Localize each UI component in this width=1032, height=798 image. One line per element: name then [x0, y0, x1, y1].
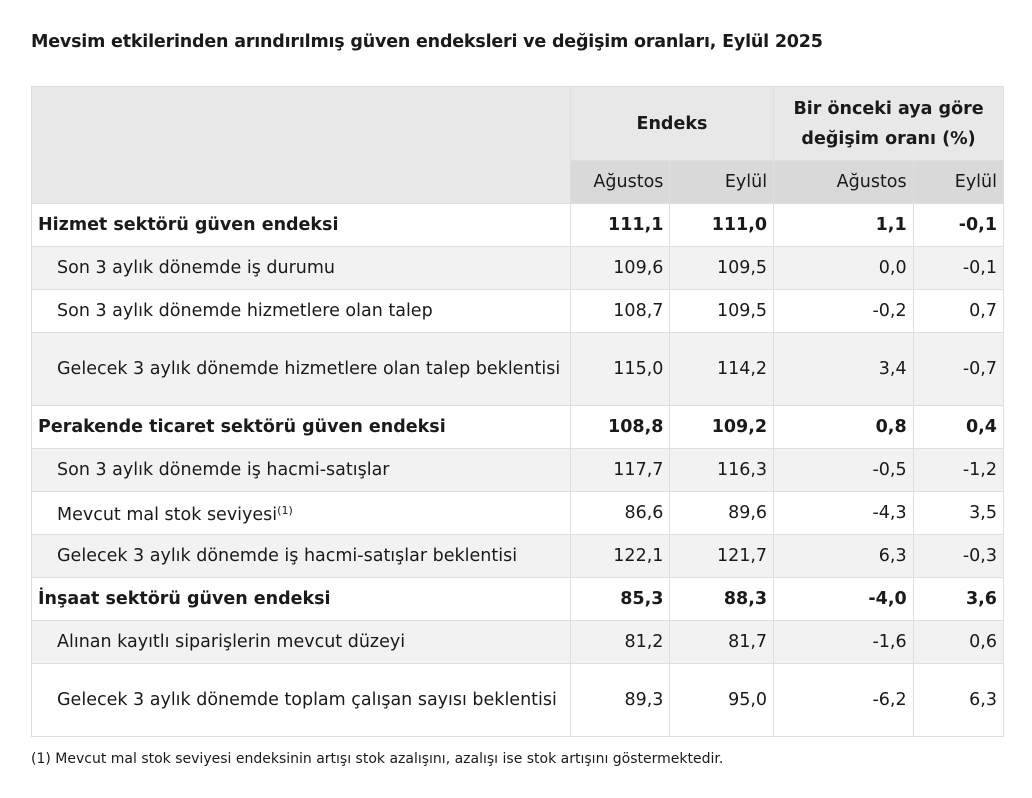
row-label: Son 3 aylık dönemde hizmetlere olan tale…	[57, 300, 433, 321]
table-body: Hizmet sektörü güven endeksi 111,1 111,0 1,…	[31, 203, 1005, 737]
value-cell: 81,7	[669, 620, 775, 664]
value-cell: -0,2	[773, 289, 914, 333]
row-label-cell: Son 3 aylık dönemde hizmetlere olan tale…	[31, 289, 571, 333]
value-cell: 109,2	[669, 405, 775, 449]
table-row: Gelecek 3 aylık dönemde iş hacmi-satışla…	[31, 534, 1005, 578]
value-cell: -1,6	[773, 620, 914, 664]
table-title: Mevsim etkilerinden arındırılmış güven e…	[31, 32, 823, 52]
value-cell: 89,3	[569, 663, 671, 737]
header-change-group: Bir önceki aya göre değişim oranı (%)	[773, 86, 1004, 161]
row-label: Alınan kayıtlı siparişlerin mevcut düzey…	[57, 631, 406, 652]
value-cell: -4,0	[773, 577, 914, 621]
value-cell: 88,3	[669, 577, 775, 621]
header-month: Ağustos	[569, 160, 671, 204]
row-label: Son 3 aylık dönemde iş durumu	[57, 257, 335, 278]
header-index-label: Endeks	[636, 113, 708, 134]
table-row-sector: Perakende ticaret sektörü güven endeksi 1…	[31, 405, 1005, 449]
value-cell: 85,3	[569, 577, 671, 621]
table-row-sector: İnşaat sektörü güven endeksi 85,3 88,3 -4,0…	[31, 577, 1005, 621]
table-row: Son 3 aylık dönemde iş hacmi-satışlar 117…	[31, 448, 1005, 492]
value-cell: -6,2	[773, 663, 914, 737]
value-cell: -1,2	[912, 448, 1005, 492]
value-cell: 86,6	[569, 491, 671, 535]
row-label-cell: Gelecek 3 aylık dönemde iş hacmi-satışla…	[31, 534, 571, 578]
value-cell: 6,3	[912, 663, 1005, 737]
value-cell: 111,1	[569, 203, 671, 247]
table-row: Mevcut mal stok seviyesi(1) 86,6 89,6 -4,3 3…	[31, 491, 1005, 535]
value-cell: 117,7	[569, 448, 671, 492]
table-row: Son 3 aylık dönemde iş durumu 109,6 109,5 0…	[31, 246, 1005, 290]
row-label: Mevcut mal stok seviyesi	[57, 505, 278, 525]
row-label-cell: Gelecek 3 aylık dönemde hizmetlere olan …	[31, 332, 571, 406]
value-cell: -0,1	[912, 203, 1005, 247]
value-cell: 111,0	[669, 203, 775, 247]
value-cell: 0,6	[912, 620, 1005, 664]
value-cell: -0,7	[912, 332, 1005, 406]
row-label-cell: Alınan kayıtlı siparişlerin mevcut düzey…	[31, 620, 571, 664]
header-month: Ağustos	[773, 160, 914, 204]
value-cell: 109,6	[569, 246, 671, 290]
value-cell: 114,2	[669, 332, 775, 406]
row-label: Gelecek 3 aylık dönemde iş hacmi-satışla…	[57, 545, 518, 566]
header-index-group: Endeks	[569, 86, 775, 161]
table-row: Gelecek 3 aylık dönemde toplam çalışan s…	[31, 663, 1005, 737]
value-cell: 122,1	[569, 534, 671, 578]
value-cell: -0,3	[912, 534, 1005, 578]
header-month: Eylül	[912, 160, 1005, 204]
value-cell: 6,3	[773, 534, 914, 578]
value-cell: 95,0	[669, 663, 775, 737]
table-row: Gelecek 3 aylık dönemde hizmetlere olan …	[31, 332, 1005, 406]
value-cell: 109,5	[669, 246, 775, 290]
header-change-line1: Bir önceki aya göre	[793, 98, 984, 119]
header-row-groups: Endeks Bir önceki aya göre değişim oranı…	[31, 86, 1004, 204]
footnote: (1) Mevcut mal stok seviyesi endeksinin …	[31, 751, 724, 767]
row-label-cell: Gelecek 3 aylık dönemde toplam çalışan s…	[31, 663, 571, 737]
table-row: Son 3 aylık dönemde hizmetlere olan tale…	[31, 289, 1005, 333]
value-cell: 115,0	[569, 332, 671, 406]
value-cell: 116,3	[669, 448, 775, 492]
value-cell: 3,6	[912, 577, 1005, 621]
value-cell: 108,8	[569, 405, 671, 449]
row-label: Gelecek 3 aylık dönemde hizmetlere olan …	[57, 358, 561, 379]
value-cell: 81,2	[569, 620, 671, 664]
table-row-sector: Hizmet sektörü güven endeksi 111,1 111,0 1,…	[31, 203, 1005, 247]
value-cell: 0,4	[912, 405, 1005, 449]
header-corner-cell	[31, 86, 571, 204]
footnote-marker: (1)	[277, 504, 293, 517]
value-cell: 3,5	[912, 491, 1005, 535]
header-month: Eylül	[669, 160, 775, 204]
row-label: Hizmet sektörü güven endeksi	[38, 215, 339, 235]
value-cell: -4,3	[773, 491, 914, 535]
row-label: Gelecek 3 aylık dönemde toplam çalışan s…	[57, 689, 557, 710]
value-cell: 109,5	[669, 289, 775, 333]
row-label-cell: Son 3 aylık dönemde iş hacmi-satışlar	[31, 448, 571, 492]
value-cell: 0,8	[773, 405, 914, 449]
value-cell: 0,7	[912, 289, 1005, 333]
header-row-months: Ağustos Eylül Ağustos Eylül	[32, 160, 1005, 204]
value-cell: -0,1	[912, 246, 1005, 290]
row-label: Perakende ticaret sektörü güven endeksi	[38, 417, 446, 437]
value-cell: -0,5	[773, 448, 914, 492]
row-label: İnşaat sektörü güven endeksi	[38, 589, 331, 609]
value-cell: 3,4	[773, 332, 914, 406]
value-cell: 108,7	[569, 289, 671, 333]
header-change-line2: değişim oranı (%)	[801, 128, 976, 149]
row-label-cell: Hizmet sektörü güven endeksi	[31, 203, 571, 247]
value-cell: 89,6	[669, 491, 775, 535]
row-label-cell: Perakende ticaret sektörü güven endeksi	[31, 405, 571, 449]
confidence-index-table: Endeks Bir önceki aya göre değişim oranı…	[31, 86, 1005, 737]
value-cell: 121,7	[669, 534, 775, 578]
row-label: Son 3 aylık dönemde iş hacmi-satışlar	[57, 459, 390, 480]
table-row: Alınan kayıtlı siparişlerin mevcut düzey…	[31, 620, 1005, 664]
value-cell: 0,0	[773, 246, 914, 290]
row-label-cell: Mevcut mal stok seviyesi(1)	[31, 491, 571, 535]
value-cell: 1,1	[773, 203, 914, 247]
row-label-cell: Son 3 aylık dönemde iş durumu	[31, 246, 571, 290]
row-label-cell: İnşaat sektörü güven endeksi	[31, 577, 571, 621]
